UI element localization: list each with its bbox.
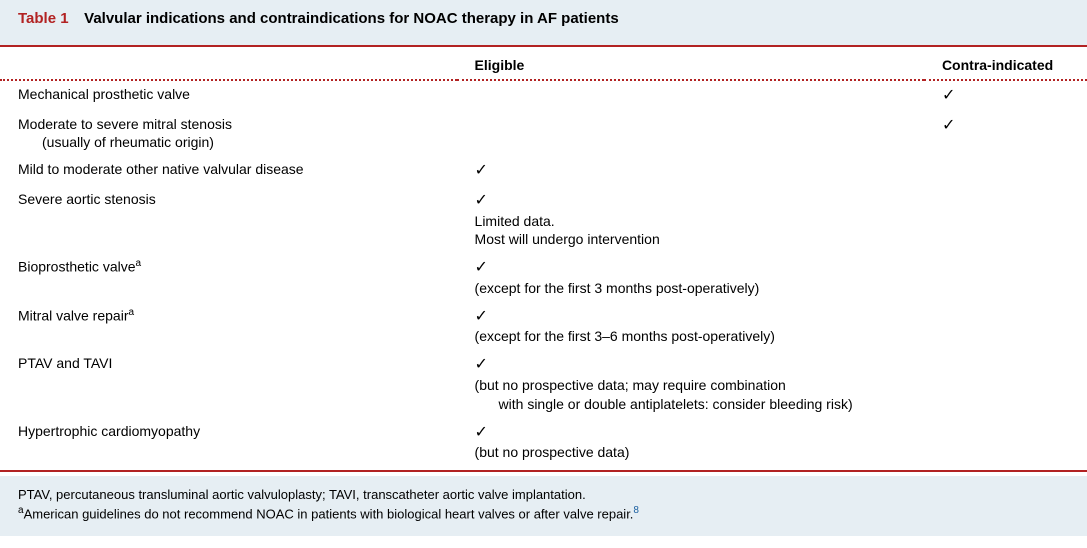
- footnote-line: aAmerican guidelines do not recommend NO…: [18, 504, 1069, 524]
- cell-condition: Bioprosthetic valvea: [0, 253, 457, 301]
- table-title: Valvular indications and contraindicatio…: [84, 10, 619, 27]
- cell-eligible: ✓(but no prospective data): [457, 418, 924, 466]
- cell-condition: Moderate to severe mitral stenosis(usual…: [0, 111, 457, 157]
- cell-condition: Mitral valve repaira: [0, 302, 457, 350]
- check-icon: ✓: [475, 192, 488, 209]
- table-row: Hypertrophic cardiomyopathy✓(but no pros…: [0, 418, 1087, 466]
- table-row: Severe aortic stenosis✓Limited data.Most…: [0, 186, 1087, 253]
- table-row: PTAV and TAVI✓(but no prospective data; …: [0, 350, 1087, 417]
- table-row: Mild to moderate other native valvular d…: [0, 156, 1087, 186]
- table-row: Moderate to severe mitral stenosis(usual…: [0, 111, 1087, 157]
- table-header-row: Eligible Contra-indicated: [0, 47, 1087, 80]
- cell-contra: [924, 418, 1087, 466]
- table-row: Mechanical prosthetic valve ✓: [0, 81, 1087, 111]
- cell-condition: PTAV and TAVI: [0, 350, 457, 417]
- indications-table: Eligible Contra-indicated Mechanical pro…: [0, 47, 1087, 466]
- col-contra: Contra-indicated: [924, 47, 1087, 80]
- cell-condition: Mechanical prosthetic valve: [0, 81, 457, 111]
- cell-condition: Mild to moderate other native valvular d…: [0, 156, 457, 186]
- col-condition: [0, 47, 457, 80]
- cell-eligible: ✓Limited data.Most will undergo interven…: [457, 186, 924, 253]
- table-title-bar: Table 1 Valvular indications and contrai…: [0, 0, 1087, 47]
- cell-contra: [924, 156, 1087, 186]
- table-body: Mechanical prosthetic valve ✓ Moderate to …: [0, 81, 1087, 466]
- cell-eligible: ✓(except for the first 3 months post-ope…: [457, 253, 924, 301]
- cell-contra: [924, 186, 1087, 253]
- cell-contra: ✓: [924, 81, 1087, 111]
- table-row: Mitral valve repaira✓(except for the fir…: [0, 302, 1087, 350]
- cell-condition: Hypertrophic cardiomyopathy: [0, 418, 457, 466]
- table-footnotes: PTAV, percutaneous transluminal aortic v…: [0, 476, 1087, 536]
- cell-contra: [924, 302, 1087, 350]
- table-label: Table 1: [18, 10, 69, 27]
- cell-eligible: ✓(except for the first 3–6 months post-o…: [457, 302, 924, 350]
- check-icon: ✓: [475, 308, 488, 325]
- cell-contra: [924, 350, 1087, 417]
- cell-contra: [924, 253, 1087, 301]
- cell-eligible: [457, 81, 924, 111]
- table-container: Table 1 Valvular indications and contrai…: [0, 0, 1087, 536]
- col-eligible: Eligible: [457, 47, 924, 80]
- cell-eligible: [457, 111, 924, 157]
- check-icon: ✓: [942, 87, 955, 104]
- check-icon: ✓: [475, 259, 488, 276]
- footnote-line: PTAV, percutaneous transluminal aortic v…: [18, 486, 1069, 504]
- check-icon: ✓: [475, 162, 488, 179]
- cell-eligible: ✓(but no prospective data; may require c…: [457, 350, 924, 417]
- cell-eligible: ✓: [457, 156, 924, 186]
- cell-condition: Severe aortic stenosis: [0, 186, 457, 253]
- cell-contra: ✓: [924, 111, 1087, 157]
- check-icon: ✓: [942, 117, 955, 134]
- table-row: Bioprosthetic valvea✓(except for the fir…: [0, 253, 1087, 301]
- check-icon: ✓: [475, 424, 488, 441]
- check-icon: ✓: [475, 356, 488, 373]
